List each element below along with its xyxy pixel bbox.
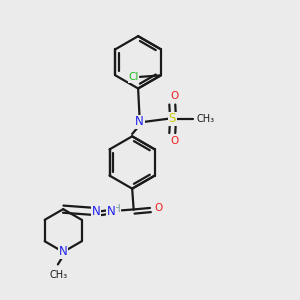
Text: N: N (106, 205, 115, 218)
Text: S: S (169, 112, 176, 125)
Text: N: N (135, 115, 144, 128)
Text: Cl: Cl (128, 72, 139, 82)
Text: CH₃: CH₃ (196, 114, 214, 124)
Text: H: H (112, 204, 120, 214)
Text: O: O (170, 136, 179, 146)
Text: N: N (92, 205, 100, 218)
Text: N: N (59, 245, 68, 258)
Text: O: O (154, 203, 162, 213)
Text: O: O (170, 91, 179, 101)
Text: CH₃: CH₃ (50, 270, 68, 280)
